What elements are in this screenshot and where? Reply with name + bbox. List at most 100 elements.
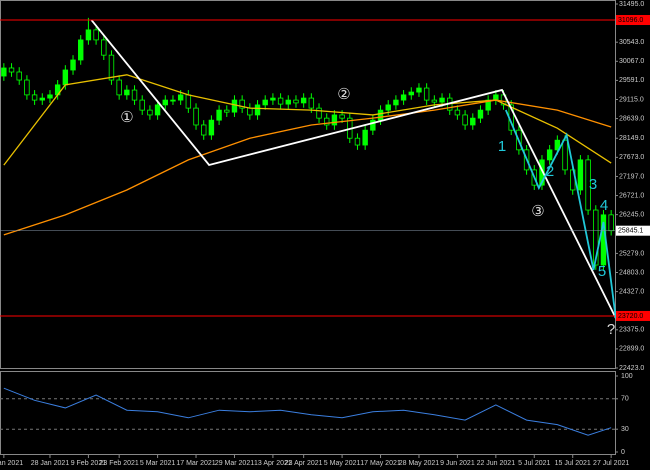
candle-body (277, 97, 284, 105)
level-box (616, 225, 650, 236)
candle-body (208, 119, 215, 136)
candle-body (170, 99, 176, 102)
level-box (616, 310, 650, 321)
x-tick-label: 29 Mar 2021 (215, 460, 254, 467)
candle-body (201, 124, 207, 136)
y-tick-label: 26721.0 (619, 192, 644, 199)
candle-body (585, 159, 591, 211)
main-frame (0, 0, 616, 369)
x-tick-label: 5 Mar 2021 (140, 460, 176, 467)
candle-body (216, 109, 222, 121)
y-tick-label: 27673.0 (619, 154, 644, 161)
wave-label: 4 (600, 197, 608, 214)
candle-body (8, 67, 15, 73)
wave-label: ② (337, 86, 350, 103)
x-tick-label: 17 May 2021 (360, 460, 401, 467)
candle-body (400, 94, 407, 101)
x-tick-label: 9 Jun 2021 (440, 460, 475, 467)
candle-body (124, 89, 130, 96)
candle-body (431, 99, 438, 103)
x-tick-label: 21 Jan 2021 (0, 460, 23, 467)
candle-body (316, 107, 322, 119)
candle-body (593, 209, 599, 266)
wave-label: 5 (598, 263, 606, 280)
candle-body (385, 104, 391, 111)
candle-body (85, 29, 92, 41)
x-tick-label: 27 Jul 2021 (593, 460, 629, 467)
candle-body (554, 139, 561, 151)
x-tick-label: 15 Jul 2021 (555, 460, 591, 467)
level-box (616, 15, 650, 26)
candle-body (300, 97, 307, 104)
y-tick-label: 26245.0 (619, 211, 644, 218)
candle-body (470, 117, 476, 126)
candle-body (147, 109, 153, 116)
y-tick-label: 25279.0 (619, 250, 644, 257)
candle-body (377, 109, 384, 121)
y-tick-label: 28149.0 (619, 135, 644, 142)
candle-body (331, 114, 338, 126)
y-tick-label: 29591.0 (619, 77, 644, 84)
candle-body (546, 149, 553, 161)
wave-label: ③ (531, 203, 544, 220)
osc-tick-label: 70 (621, 396, 629, 403)
candle-body (324, 117, 330, 126)
candle-body (308, 97, 315, 109)
candle-body (539, 159, 545, 186)
candle-body (116, 79, 122, 96)
y-tick-label: 22899.0 (619, 346, 644, 353)
candle-body (108, 54, 115, 81)
candle-body (408, 91, 414, 96)
indicator-line (3, 74, 612, 166)
indicator-line (3, 99, 612, 236)
candle-body (393, 99, 399, 106)
candle-body (231, 99, 238, 113)
candle-body (493, 94, 499, 101)
level-label: 23720.0 (618, 313, 643, 320)
candle-body (1, 67, 7, 77)
candle-body (577, 159, 584, 191)
candle-body (101, 39, 107, 56)
candle-body (177, 94, 184, 101)
candle-body (162, 99, 168, 106)
level-label: 31096.0 (618, 17, 643, 24)
candle-body (62, 69, 69, 86)
candle-body (185, 94, 192, 109)
candle-body (193, 107, 199, 126)
wave-label: ① (120, 109, 133, 126)
x-tick-label: 9 Feb 2021 (71, 460, 107, 467)
indicator-line (505, 109, 617, 319)
candle-body (78, 39, 84, 61)
x-tick-label: 28 Jan 2021 (31, 460, 70, 467)
y-tick-label: 29115.0 (619, 96, 644, 103)
y-tick-label: 24327.0 (619, 288, 644, 295)
y-tick-label: 23375.0 (619, 327, 644, 334)
candle-body (39, 97, 45, 101)
candle-body (416, 87, 422, 93)
candle-body (270, 97, 276, 101)
candle-body (254, 104, 261, 116)
candle-body (362, 129, 368, 146)
candle-body (70, 59, 76, 71)
wave-label: ? (607, 321, 615, 338)
x-tick-label: 22 Jun 2021 (477, 460, 516, 467)
candle-body (339, 114, 345, 119)
y-tick-label: 22423.0 (619, 365, 644, 372)
wave-label: 3 (589, 176, 597, 193)
candle-body (247, 107, 253, 116)
candle-body (423, 87, 430, 101)
level-label: 25845.1 (618, 228, 643, 235)
y-tick-label: 31495.0 (619, 1, 644, 8)
candle-body (139, 99, 145, 111)
candle-body (224, 109, 230, 113)
candle-body (562, 139, 568, 171)
x-tick-label: 5 Jul 2021 (518, 460, 550, 467)
candle-body (16, 71, 22, 81)
candle-body (354, 137, 361, 146)
candle-body (31, 94, 38, 101)
wave-label: 2 (546, 163, 554, 180)
candle-body (131, 89, 138, 101)
indicator-line (90, 19, 617, 319)
candle-body (293, 99, 299, 104)
